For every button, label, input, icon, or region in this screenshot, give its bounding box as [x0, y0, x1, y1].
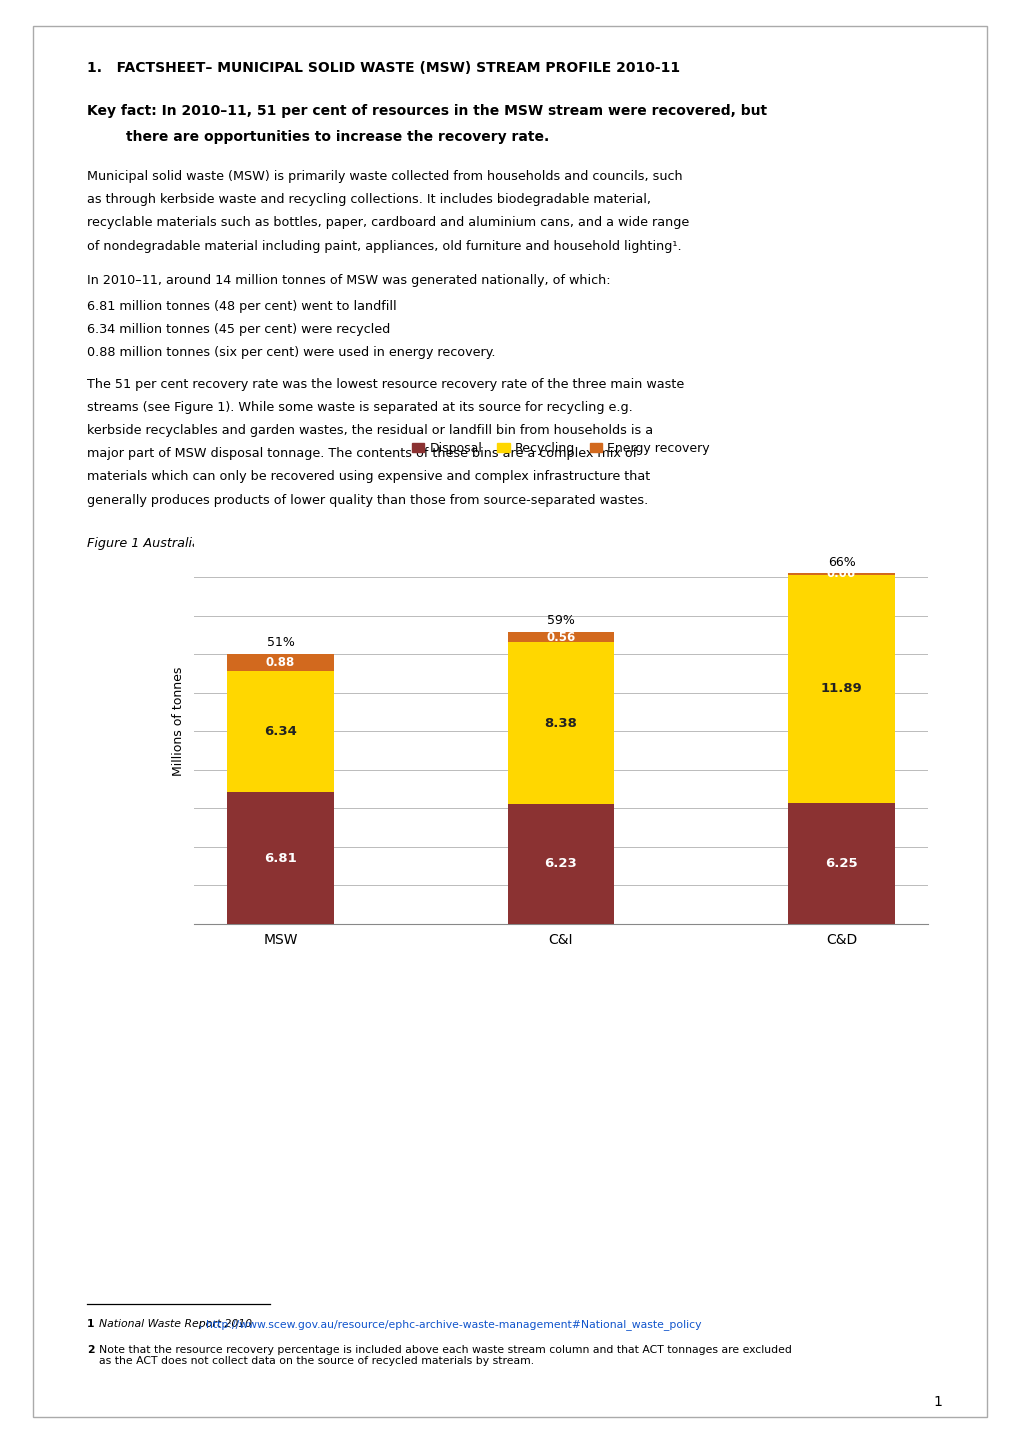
Text: 1.   FACTSHEET– MUNICIPAL SOLID WASTE (MSW) STREAM PROFILE 2010-11: 1. FACTSHEET– MUNICIPAL SOLID WASTE (MSW…	[87, 61, 679, 75]
Text: of nondegradable material including paint, appliances, old furniture and househo: of nondegradable material including pain…	[87, 240, 681, 253]
Text: National Waste Report 2010: National Waste Report 2010	[99, 1319, 252, 1329]
Text: 6.34 million tonnes (45 per cent) were recycled: 6.34 million tonnes (45 per cent) were r…	[87, 323, 389, 336]
Text: 0.88: 0.88	[266, 655, 294, 668]
Bar	[788, 574, 894, 804]
Text: 0.56: 0.56	[546, 631, 575, 644]
Bar	[507, 632, 613, 642]
Text: kerbside recyclables and garden wastes, the residual or landfill bin from househ: kerbside recyclables and garden wastes, …	[87, 424, 652, 437]
Text: as through kerbside waste and recycling collections. It includes biodegradable m: as through kerbside waste and recycling …	[87, 193, 650, 206]
Bar	[507, 804, 613, 924]
Bar	[507, 642, 613, 804]
Text: 0.88 million tonnes (six per cent) were used in energy recovery.: 0.88 million tonnes (six per cent) were …	[87, 346, 494, 359]
Text: Note that the resource recovery percentage is included above each waste stream c: Note that the resource recovery percenta…	[99, 1345, 791, 1367]
Text: 51%: 51%	[266, 636, 294, 649]
Text: 6.81: 6.81	[264, 851, 297, 864]
Text: 66%: 66%	[826, 556, 855, 569]
Text: 8.38: 8.38	[544, 717, 577, 730]
Text: 6.81 million tonnes (48 per cent) went to landfill: 6.81 million tonnes (48 per cent) went t…	[87, 300, 396, 313]
Text: 0.06: 0.06	[826, 567, 855, 580]
Text: 6.25: 6.25	[824, 857, 857, 870]
Text: major part of MSW disposal tonnage. The contents of these bins are a complex mix: major part of MSW disposal tonnage. The …	[87, 447, 636, 460]
FancyBboxPatch shape	[33, 26, 986, 1417]
Text: 6.34: 6.34	[264, 724, 297, 737]
Text: Figure 1 Australia total waste generation by waste stream and management, 2010–1: Figure 1 Australia total waste generatio…	[87, 537, 644, 550]
Legend: Disposal, Recycling, Energy recovery: Disposal, Recycling, Energy recovery	[407, 437, 714, 460]
Text: generally produces products of lower quality than those from source-separated wa: generally produces products of lower qua…	[87, 494, 647, 506]
Bar	[227, 654, 333, 671]
Text: 59%: 59%	[546, 613, 575, 626]
Text: Municipal solid waste (MSW) is primarily waste collected from households and cou: Municipal solid waste (MSW) is primarily…	[87, 170, 682, 183]
Text: The 51 per cent recovery rate was the lowest resource recovery rate of the three: The 51 per cent recovery rate was the lo…	[87, 378, 684, 391]
Text: , http://www.scew.gov.au/resource/ephc-archive-waste-management#National_waste_p: , http://www.scew.gov.au/resource/ephc-a…	[199, 1319, 701, 1330]
Text: 1: 1	[932, 1395, 942, 1410]
Text: streams (see Figure 1). While some waste is separated at its source for recyclin: streams (see Figure 1). While some waste…	[87, 401, 632, 414]
Text: there are opportunities to increase the recovery rate.: there are opportunities to increase the …	[87, 130, 548, 144]
Y-axis label: Millions of tonnes: Millions of tonnes	[172, 667, 185, 776]
Bar	[227, 792, 333, 924]
Text: In 2010–11, around 14 million tonnes of MSW was generated nationally, of which:: In 2010–11, around 14 million tonnes of …	[87, 274, 609, 287]
Text: 2: 2	[87, 1345, 94, 1355]
Bar	[788, 804, 894, 924]
Text: 11.89: 11.89	[820, 683, 861, 696]
Text: materials which can only be recovered using expensive and complex infrastructure: materials which can only be recovered us…	[87, 470, 649, 483]
Text: Key fact: In 2010–11, 51 per cent of resources in the MSW stream were recovered,: Key fact: In 2010–11, 51 per cent of res…	[87, 104, 766, 118]
Bar	[227, 671, 333, 792]
Text: 1: 1	[87, 1319, 94, 1329]
Text: 6.23: 6.23	[544, 857, 577, 870]
Text: recyclable materials such as bottles, paper, cardboard and aluminium cans, and a: recyclable materials such as bottles, pa…	[87, 216, 688, 229]
